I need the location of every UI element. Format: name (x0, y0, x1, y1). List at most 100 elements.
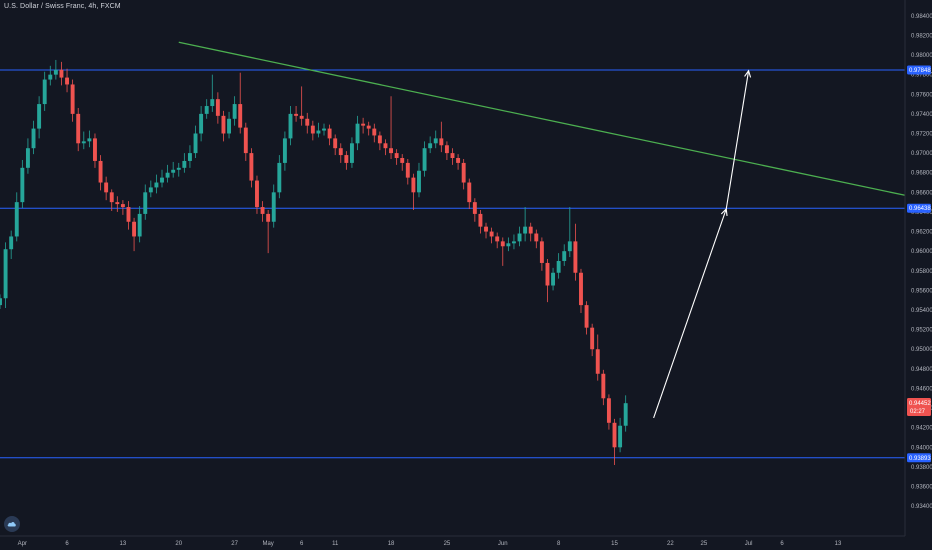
candle[interactable] (439, 121, 444, 153)
candle[interactable] (394, 149, 399, 165)
candle[interactable] (372, 123, 377, 143)
candle[interactable] (422, 141, 427, 177)
candle[interactable] (65, 68, 69, 93)
candle[interactable] (517, 226, 522, 247)
candle[interactable] (221, 110, 226, 142)
candle[interactable] (193, 125, 198, 159)
candle[interactable] (500, 237, 505, 266)
candle[interactable] (0, 294, 2, 310)
candle[interactable] (584, 301, 589, 335)
candle[interactable] (562, 244, 567, 266)
candle[interactable] (126, 201, 131, 230)
candle[interactable] (76, 107, 81, 152)
candle[interactable] (249, 148, 254, 188)
candle[interactable] (595, 334, 600, 381)
candle[interactable] (238, 72, 243, 134)
candle[interactable] (93, 133, 97, 168)
candle[interactable] (579, 268, 583, 313)
candle[interactable] (590, 323, 595, 357)
candle[interactable] (545, 259, 550, 303)
candle[interactable] (606, 394, 611, 430)
candle[interactable] (187, 145, 192, 168)
candle[interactable] (42, 71, 47, 111)
candle[interactable] (120, 200, 125, 215)
candle[interactable] (215, 92, 220, 124)
candle[interactable] (305, 112, 310, 134)
candle[interactable] (210, 74, 215, 112)
candle[interactable] (478, 209, 483, 234)
candle[interactable] (467, 178, 472, 210)
candle[interactable] (623, 395, 628, 432)
candle[interactable] (87, 130, 92, 148)
candle[interactable] (271, 184, 276, 228)
candle[interactable] (344, 151, 349, 170)
candle[interactable] (182, 153, 187, 173)
candle[interactable] (37, 96, 42, 139)
candle[interactable] (9, 230, 14, 260)
descending-trendline[interactable] (178, 41, 906, 196)
candle[interactable] (255, 175, 259, 214)
candle[interactable] (165, 164, 170, 183)
candle[interactable] (523, 207, 528, 242)
candle[interactable] (411, 173, 416, 210)
candle[interactable] (355, 115, 360, 151)
candle[interactable] (450, 148, 455, 165)
candle[interactable] (48, 65, 53, 86)
candle[interactable] (98, 155, 103, 191)
candle[interactable] (148, 180, 153, 198)
candle[interactable] (260, 201, 265, 222)
candle[interactable] (322, 123, 326, 136)
candle[interactable] (81, 131, 86, 150)
tradingview-cloud-icon[interactable] (4, 516, 20, 532)
symbol-title[interactable]: U.S. Dollar / Swiss Franc, 4h, FXCM (4, 3, 121, 10)
candle[interactable] (456, 154, 461, 170)
candle[interactable] (601, 369, 606, 406)
candle[interactable] (25, 138, 30, 174)
candle[interactable] (3, 242, 8, 309)
candle[interactable] (59, 61, 64, 86)
candle[interactable] (539, 237, 544, 271)
candle[interactable] (227, 111, 231, 139)
candle[interactable] (444, 141, 449, 160)
candle[interactable] (137, 206, 142, 243)
candle[interactable] (377, 131, 382, 151)
candle[interactable] (160, 169, 164, 188)
candle[interactable] (495, 232, 500, 249)
candle[interactable] (31, 120, 36, 155)
candle[interactable] (53, 59, 58, 80)
candle[interactable] (528, 222, 533, 242)
candle[interactable] (171, 161, 176, 178)
candle[interactable] (389, 96, 394, 159)
candle[interactable] (199, 106, 204, 142)
price-axis[interactable]: 0.98400 0.98200 0.98000 0.97800 0.97600 0.974… (904, 0, 932, 536)
candle[interactable] (366, 121, 371, 136)
candle[interactable] (232, 96, 237, 126)
candle[interactable] (104, 176, 109, 201)
candle[interactable] (618, 417, 623, 453)
candle[interactable] (143, 184, 148, 220)
candle[interactable] (310, 120, 315, 141)
candle[interactable] (567, 207, 572, 258)
candle[interactable] (288, 106, 293, 146)
candle[interactable] (551, 267, 556, 291)
candle[interactable] (282, 131, 287, 171)
candle[interactable] (299, 86, 304, 126)
candle[interactable] (489, 227, 494, 244)
candle[interactable] (204, 99, 209, 119)
candle[interactable] (266, 209, 271, 254)
candle[interactable] (14, 192, 19, 242)
candle[interactable] (243, 122, 248, 161)
candle[interactable] (405, 158, 410, 185)
candle[interactable] (338, 143, 343, 163)
candle[interactable] (176, 162, 181, 177)
candle[interactable] (154, 174, 159, 194)
candle[interactable] (511, 234, 516, 250)
candle[interactable] (115, 196, 120, 212)
candle[interactable] (461, 158, 466, 190)
candle[interactable] (506, 237, 511, 252)
candle[interactable] (349, 137, 354, 168)
candle[interactable] (70, 79, 75, 122)
candle[interactable] (333, 134, 338, 156)
candle[interactable] (556, 253, 561, 279)
candle[interactable] (327, 124, 332, 146)
